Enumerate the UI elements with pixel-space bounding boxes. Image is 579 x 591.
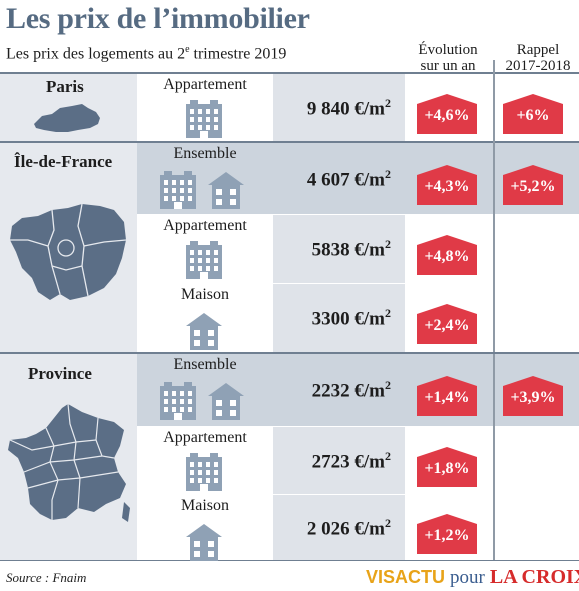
row-divider [137, 494, 579, 495]
row-divider [137, 283, 579, 284]
change-badge: +1,2% [417, 513, 477, 554]
change-badge: +4,8% [417, 235, 477, 275]
row-type-label: Maison [181, 286, 229, 303]
paris-map-icon [34, 104, 100, 132]
logo-lacroix: LA CROIX [489, 566, 579, 588]
column-separator [493, 354, 495, 560]
column-header-rappel: Rappel 2017-2018 [505, 42, 571, 74]
row-price-cell [273, 495, 405, 560]
row-price-cell [273, 427, 405, 494]
column-separator [493, 60, 495, 352]
idf-map-icon [10, 203, 127, 300]
page-title: Les prix de l’immobilier [6, 2, 310, 35]
region-label-idf: Île-de-France [14, 152, 113, 171]
up-arrow-badge-icon [503, 376, 563, 416]
logo-visactu: VISACTU pour LA CROIX [366, 566, 579, 589]
house-icon [208, 383, 244, 420]
logo-pour: pour [450, 567, 485, 588]
house-icon [186, 313, 222, 350]
source-note: Source : Fnaim [6, 570, 87, 585]
change-value: +4,6% [424, 106, 470, 124]
apartment-icon [186, 100, 222, 138]
region-label-paris: Paris [46, 77, 84, 96]
row-price-cell [273, 215, 405, 283]
change-badge: +4,6% [417, 93, 477, 134]
up-arrow-badge-icon [417, 376, 477, 416]
up-arrow-badge-icon [503, 164, 563, 205]
up-arrow-badge-icon [417, 93, 477, 134]
change-value: +5,2% [510, 177, 556, 195]
change-value: +4,3% [424, 177, 470, 195]
row-price: 9 840 €/m2 [306, 95, 391, 119]
house-icon [186, 524, 222, 561]
france-map-icon [8, 403, 130, 522]
change-value: +3,9% [510, 389, 556, 406]
change-badge: +5,2% [503, 164, 563, 205]
change-value: +6% [516, 106, 550, 124]
row-type-label: Ensemble [173, 356, 237, 373]
column-header-evolution: Évolution sur un an [418, 42, 478, 74]
region-label-province: Province [28, 364, 92, 383]
row-price: 2 026 €/m2 [306, 515, 391, 539]
separator-bottom [0, 560, 579, 561]
change-badge: +4,3% [417, 164, 477, 205]
row-price: 4 607 €/m2 [306, 166, 391, 190]
row-price: 2723 €/m2 [311, 448, 391, 472]
row-type-label: Maison [181, 497, 229, 514]
house-icon [208, 172, 244, 209]
change-value: +2,4% [424, 317, 470, 334]
apartment-icon [186, 241, 222, 279]
change-badge: +3,9% [503, 376, 563, 416]
row-price: 5838 €/m2 [311, 237, 391, 261]
apartment-icon [160, 171, 196, 209]
up-arrow-badge-icon [417, 304, 477, 344]
separator-idf [0, 141, 579, 143]
row-type-label: Ensemble [173, 145, 237, 162]
row-type-label: Appartement [163, 429, 247, 446]
row-type-label: Appartement [163, 217, 247, 234]
up-arrow-badge-icon [417, 235, 477, 275]
change-value: +1,2% [424, 526, 470, 544]
separator-province [0, 352, 579, 354]
page-subtitle: Les prix des logements au 2e trimestre 2… [6, 44, 287, 63]
row-divider [137, 214, 579, 215]
change-value: +1,8% [424, 459, 470, 477]
row-type-label: Appartement [163, 76, 247, 93]
change-badge: +6% [503, 93, 563, 134]
row-price-cell [273, 74, 405, 141]
row-price: 3300 €/m2 [311, 306, 391, 330]
logo-visactu-text: VISACTU [366, 567, 446, 587]
change-value: +1,4% [424, 389, 470, 406]
up-arrow-badge-icon [503, 93, 563, 134]
up-arrow-badge-icon [417, 164, 477, 205]
up-arrow-badge-icon [417, 513, 477, 554]
apartment-icon [160, 382, 196, 420]
row-divider [137, 426, 579, 427]
separator-paris [0, 72, 579, 74]
change-badge: +1,8% [417, 446, 477, 487]
change-badge: +2,4% [417, 304, 477, 344]
apartment-icon [186, 453, 222, 491]
row-price-cell [273, 284, 405, 352]
row-price: 2232 €/m2 [311, 378, 391, 402]
change-value: +4,8% [424, 248, 470, 265]
up-arrow-badge-icon [417, 446, 477, 487]
change-badge: +1,4% [417, 376, 477, 416]
